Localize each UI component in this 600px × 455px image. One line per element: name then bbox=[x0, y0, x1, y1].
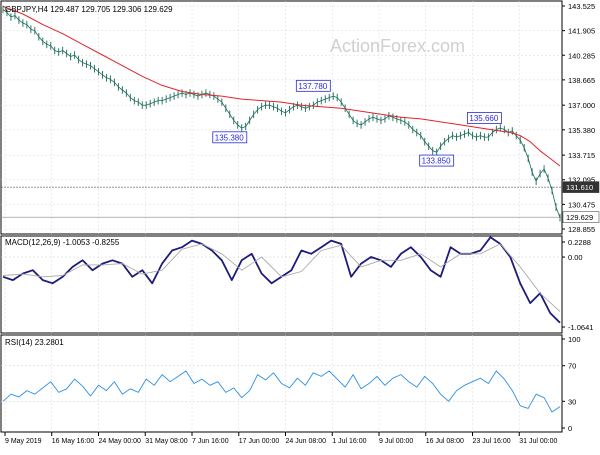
price-tick-label: 128.855 bbox=[568, 225, 595, 234]
macd-tick-label: -1.0641 bbox=[568, 323, 593, 332]
price-tick-label: 135.380 bbox=[568, 126, 595, 135]
price-level-label: 131.610 bbox=[566, 183, 593, 192]
price-tick-label: 137.000 bbox=[568, 101, 595, 110]
rsi-tick-label: 0 bbox=[568, 424, 572, 433]
macd-signal-line bbox=[2, 243, 561, 312]
rsi-tick-label: 100 bbox=[568, 335, 581, 344]
macd-panel bbox=[0, 235, 563, 334]
time-tick-label: 31 May 08:00 bbox=[145, 438, 188, 445]
macd-tick-label: 0.00 bbox=[568, 253, 583, 262]
price-tick-label: 130.475 bbox=[568, 200, 595, 209]
rsi-tick-label: 30 bbox=[568, 397, 576, 406]
price-annotation-label: 135.660 bbox=[469, 114, 498, 123]
price-annotation-box bbox=[419, 154, 455, 167]
time-tick-label: 31 Jul 00:00 bbox=[519, 438, 557, 445]
time-tick-label: 9 May 2019 bbox=[5, 438, 42, 445]
price-level-box bbox=[562, 181, 600, 193]
price-tick-label: 138.665 bbox=[568, 76, 595, 85]
time-tick-label: 16 May 16:00 bbox=[52, 438, 95, 445]
time-tick-label: 1 Jul 16:00 bbox=[332, 438, 366, 445]
macd-tick-label: 0.2288 bbox=[568, 238, 591, 247]
rsi-line bbox=[2, 370, 561, 413]
rsi-tick-label: 70 bbox=[568, 362, 576, 371]
time-tick-label: 24 May 00:00 bbox=[99, 438, 142, 445]
time-tick-label: 24 Jun 08:00 bbox=[286, 438, 327, 445]
price-tick-label: 140.285 bbox=[568, 51, 595, 60]
price-tick-label: 133.715 bbox=[568, 151, 595, 160]
price-annotation-box bbox=[295, 79, 331, 92]
price-annotation-label: 133.850 bbox=[422, 157, 451, 166]
moving-average-line bbox=[2, 5, 561, 167]
price-annotation-label: 135.380 bbox=[215, 133, 244, 142]
price-header: GBPJPY,H4 129.487 129.705 129.306 129.62… bbox=[5, 5, 173, 14]
macd-title: MACD(12,26,9) -1.0053 -0.8255 bbox=[5, 238, 120, 247]
price-tick-label: 132.095 bbox=[568, 176, 595, 185]
price-annotation-label: 137.780 bbox=[298, 82, 327, 91]
watermark: ActionForex.com bbox=[330, 36, 465, 56]
time-tick-label: 7 Jun 16:00 bbox=[192, 438, 229, 445]
time-tick-label: 16 Jul 08:00 bbox=[426, 438, 464, 445]
price-annotation-box bbox=[467, 112, 502, 124]
price-tick-label: 141.905 bbox=[568, 27, 595, 36]
price-tick-label: 143.525 bbox=[568, 2, 595, 11]
time-tick-label: 9 Jul 00:00 bbox=[379, 438, 413, 445]
price-line bbox=[2, 9, 561, 218]
time-tick-label: 23 Jul 16:00 bbox=[473, 438, 511, 445]
time-tick-label: 17 Jun 00:00 bbox=[239, 438, 280, 445]
rsi-title: RSI(14) 23.2801 bbox=[5, 338, 64, 347]
price-level-box bbox=[562, 211, 600, 223]
price-annotation-box bbox=[212, 131, 248, 144]
price-level-label: 129.629 bbox=[566, 213, 593, 222]
